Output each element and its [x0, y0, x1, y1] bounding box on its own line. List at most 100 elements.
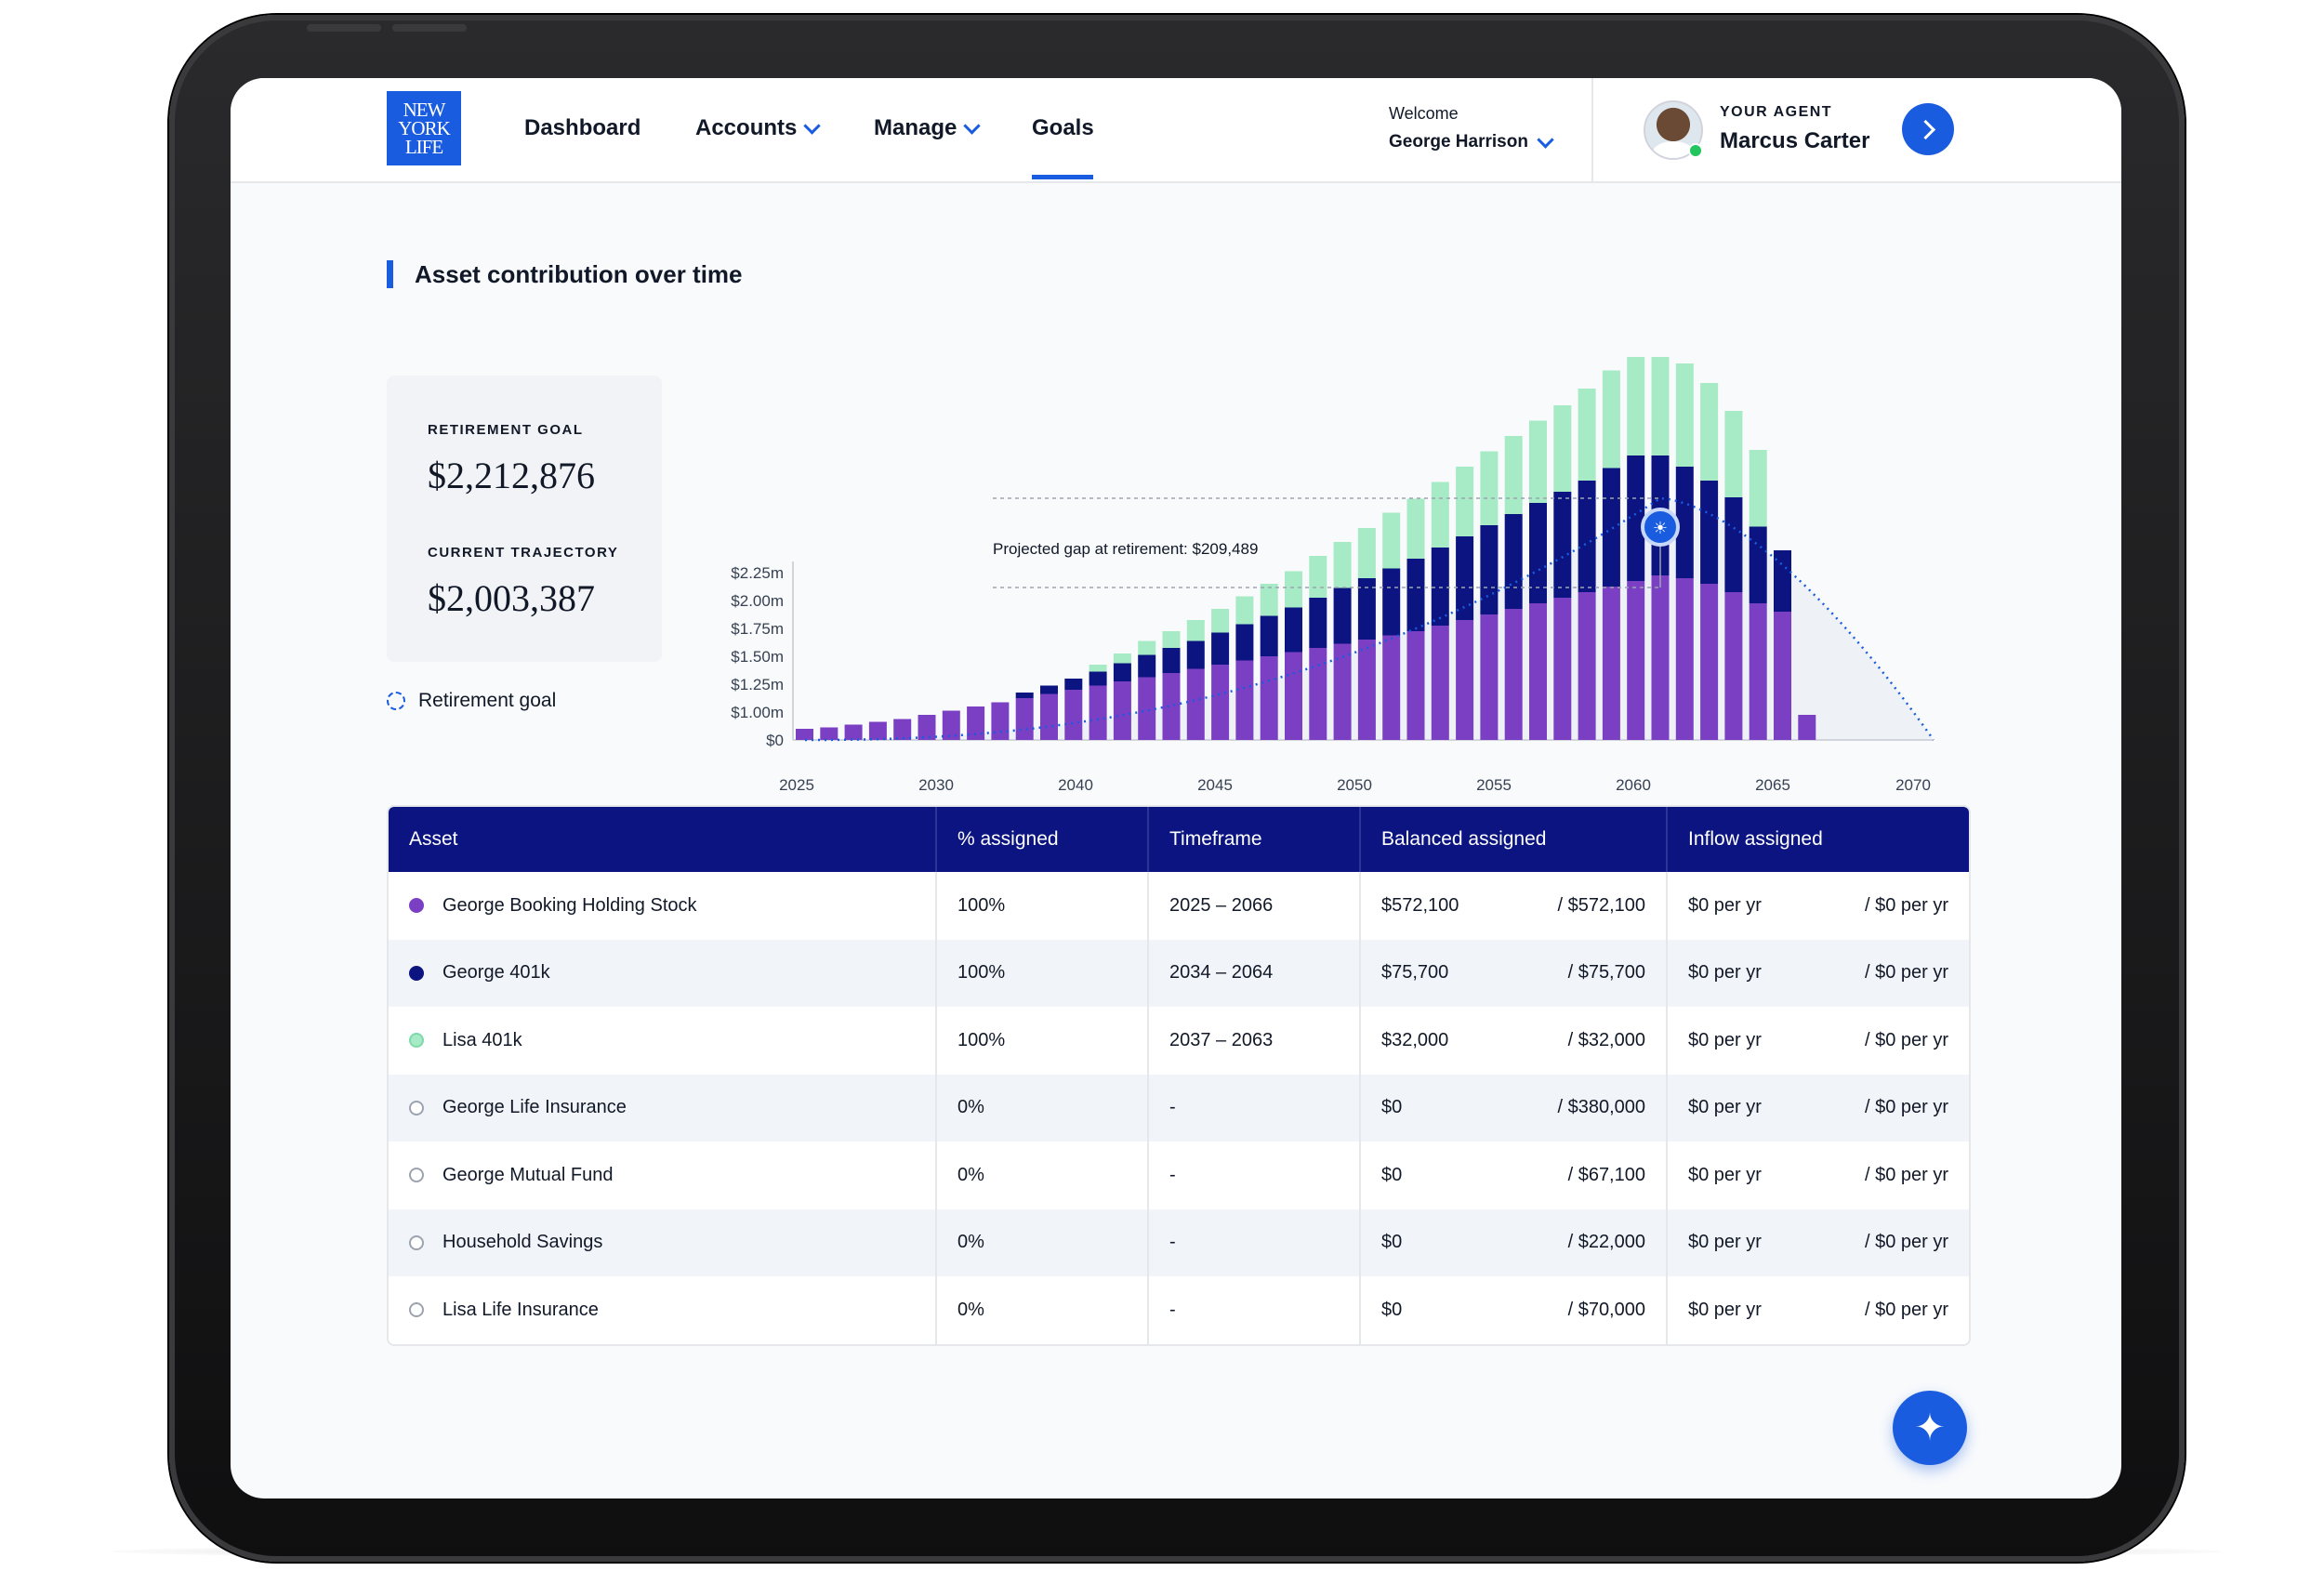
- table-row[interactable]: George 401k 100% 2034 – 2064 $75,700 / $75,7…: [389, 939, 1969, 1008]
- nav-dashboard[interactable]: Dashboard: [524, 115, 640, 141]
- bar-segment: [1260, 656, 1278, 740]
- x-tick-label: 2040: [1058, 776, 1093, 794]
- bar-segment: [1406, 559, 1425, 631]
- bar-segment: [1357, 640, 1376, 740]
- bar-segment: [1186, 620, 1205, 641]
- bar-segment: [1602, 468, 1620, 587]
- agent-chevron-right-button[interactable]: [1902, 103, 1954, 155]
- asset-name: Household Savings: [442, 1232, 603, 1253]
- section-title: Asset contribution over time: [415, 260, 743, 288]
- bar-segment: [1089, 685, 1107, 740]
- cell-balance: $572,100 / $572,100: [1361, 872, 1668, 940]
- nav-goals[interactable]: Goals: [1032, 115, 1094, 141]
- logo-text: NEW: [403, 99, 446, 121]
- cell-balance: $32,000 / $32,000: [1361, 1007, 1668, 1075]
- bar-segment: [1431, 482, 1449, 548]
- header-divider: [1591, 78, 1593, 181]
- bar-segment: [1089, 671, 1107, 686]
- asset-color-dot: [409, 965, 424, 981]
- nav-accounts[interactable]: Accounts: [695, 115, 822, 141]
- bar-segment: [1040, 693, 1058, 740]
- table-body: George Booking Holding Stock 100% 2025 – 2…: [389, 872, 1969, 1344]
- bar-segment: [796, 729, 813, 740]
- agent-avatar[interactable]: [1644, 100, 1703, 160]
- cell-balance: $0 / $67,100: [1361, 1142, 1668, 1209]
- asset-contribution-chart: $0 $1.00m $1.25m $1.50m $1.75m $2.00m $2.25m Pr…: [731, 357, 1935, 794]
- header-pct-assigned[interactable]: % assigned: [937, 807, 1149, 872]
- bar-segment: [1749, 603, 1767, 740]
- user-menu[interactable]: George Harrison: [1389, 130, 1554, 152]
- bar-segment: [1235, 596, 1254, 625]
- bar-segment: [1333, 643, 1352, 740]
- bar-segment: [918, 715, 936, 740]
- bar-segment: [1602, 370, 1620, 469]
- bar-segment: [991, 702, 1010, 740]
- bar-segment: [1357, 578, 1376, 640]
- bar-segment: [1162, 648, 1181, 673]
- header-inflow-assigned[interactable]: Inflow assigned: [1688, 828, 1823, 850]
- x-tick-label: 2045: [1197, 776, 1233, 794]
- inflow-assigned: $0 per yr: [1688, 962, 1762, 984]
- header-balanced-assigned[interactable]: Balanced assigned: [1361, 807, 1668, 872]
- bar-segment: [1504, 436, 1523, 514]
- table-row[interactable]: Lisa Life Insurance 0% - $0 / $70,000 $0 per …: [389, 1276, 1969, 1344]
- balance-total: / $32,000: [1567, 1029, 1645, 1050]
- nav-manage[interactable]: Manage: [874, 115, 982, 141]
- table-row[interactable]: Household Savings 0% - $0 / $22,000 $0 per yr…: [389, 1208, 1969, 1276]
- palm-tree-icon[interactable]: [1641, 508, 1680, 547]
- bar-segment: [893, 719, 912, 740]
- table-header: Asset % assigned Timeframe Balanced assi…: [389, 807, 1969, 872]
- trajectory-label: CURRENT TRAJECTORY: [428, 545, 619, 561]
- inflow-assigned: $0 per yr: [1688, 1097, 1762, 1118]
- online-status-indicator: [1688, 143, 1703, 158]
- cell-asset: George Mutual Fund: [389, 1142, 937, 1209]
- asset-table: Asset % assigned Timeframe Balanced assi…: [387, 805, 1971, 1346]
- bar-segment: [1774, 550, 1791, 612]
- cell-inflow: $0 per yr / $0 per yr: [1668, 940, 1969, 1008]
- table-row[interactable]: George Life Insurance 0% - $0 / $380,000 $0 p…: [389, 1074, 1969, 1142]
- legend-retirement-goal[interactable]: Retirement goal: [387, 690, 556, 712]
- inflow-total: / $0 per yr: [1864, 962, 1948, 984]
- bar-segment: [1186, 668, 1205, 740]
- palm-tree-glyph: ☀: [1653, 519, 1668, 538]
- bar-segment: [1724, 497, 1743, 592]
- cell-pct: 0%: [937, 1074, 1149, 1142]
- bar-segment: [1138, 654, 1156, 678]
- header-timeframe[interactable]: Timeframe: [1149, 807, 1361, 872]
- bar-segment: [1578, 389, 1596, 481]
- bar-segment: [1529, 420, 1547, 503]
- inflow-assigned: $0 per yr: [1688, 894, 1762, 916]
- table-row[interactable]: George Mutual Fund 0% - $0 / $67,100 $0 per y…: [389, 1142, 1969, 1209]
- section-accent-bar: [387, 260, 393, 288]
- balance-assigned: $0: [1381, 1164, 1403, 1185]
- bar-segment: [1211, 665, 1230, 740]
- cell-timeframe: -: [1149, 1074, 1361, 1142]
- dashed-circle-icon: [387, 692, 405, 710]
- bar-segment: [1529, 503, 1547, 603]
- x-tick-label: 2070: [1895, 776, 1931, 794]
- bar-segment: [1382, 635, 1401, 740]
- y-tick-label: $1.50m: [731, 648, 784, 666]
- bar-segment: [1700, 584, 1719, 740]
- inflow-total: / $0 per yr: [1864, 1164, 1948, 1185]
- bar-segment: [1480, 451, 1499, 525]
- header-asset[interactable]: Asset: [389, 807, 937, 872]
- bar-segment: [1186, 640, 1205, 669]
- y-tick-label: $2.25m: [731, 564, 784, 582]
- balance-total: / $572,100: [1557, 894, 1645, 916]
- bar-segment: [1627, 455, 1645, 581]
- inflow-total: / $0 per yr: [1864, 1232, 1948, 1253]
- bar-segment: [1285, 607, 1302, 653]
- table-row[interactable]: George Booking Holding Stock 100% 2025 – 2…: [389, 872, 1969, 940]
- bar-segment: [1406, 498, 1425, 559]
- asset-color-dot: [409, 1100, 424, 1116]
- cell-balance: $0 / $70,000: [1361, 1276, 1668, 1344]
- cell-inflow: $0 per yr / $0 per yr: [1668, 1142, 1969, 1209]
- sparkle-assistant-button[interactable]: ✦: [1893, 1391, 1967, 1465]
- table-row[interactable]: Lisa 401k 100% 2037 – 2063 $32,000 / $32,000…: [389, 1007, 1969, 1075]
- cell-asset: Lisa 401k: [389, 1007, 937, 1075]
- bar-segment: [1382, 512, 1401, 569]
- new-york-life-logo[interactable]: NEW YORK LIFE: [387, 91, 461, 165]
- trajectory-value: $2,003,387: [428, 577, 595, 619]
- bar-segment: [1333, 587, 1352, 644]
